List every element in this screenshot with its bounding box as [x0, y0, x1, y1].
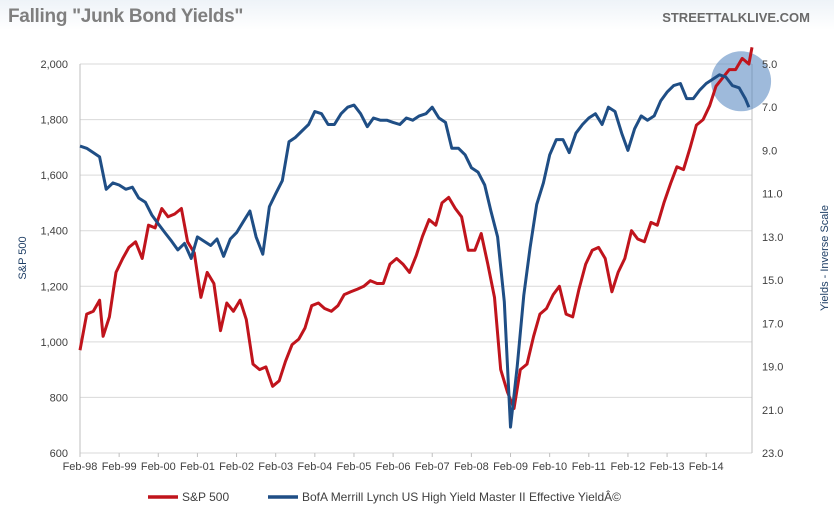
- highlight-circle: [711, 51, 772, 112]
- x-tick-label: Feb-11: [572, 461, 606, 473]
- x-tick-label: Feb-00: [141, 461, 176, 473]
- right-tick-label: 21.0: [762, 405, 783, 417]
- x-tick-label: Feb-07: [415, 461, 450, 473]
- x-tick-label: Feb-04: [297, 461, 332, 473]
- left-tick-label: 800: [50, 392, 68, 404]
- left-tick-label: 2,000: [40, 59, 68, 71]
- legend: S&P 500 BofA Merrill Lynch US High Yield…: [148, 489, 621, 504]
- right-axis-ticks: 5.0 7.0 9.0 11.0 13.0 15.0 17.0 19.0 21.0 23.0: [762, 59, 783, 460]
- right-tick-label: 7.0: [762, 102, 777, 114]
- right-tick-label: 19.0: [762, 362, 783, 374]
- right-tick-label: 13.0: [762, 232, 783, 244]
- left-tick-label: 1,000: [40, 337, 68, 349]
- x-tick-label: Feb-02: [219, 461, 254, 473]
- left-tick-label: 1,400: [40, 226, 68, 238]
- x-tick-label: Feb-03: [258, 461, 293, 473]
- x-tick-label: Feb-05: [337, 461, 372, 473]
- left-axis-label: S&P 500: [17, 236, 29, 279]
- series-line-sp500: [78, 47, 754, 410]
- x-axis-ticks: Feb-98 Feb-99 Feb-00 Feb-01 Feb-02 Feb-03 Feb-…: [63, 453, 724, 473]
- site-watermark: STREETTALKLIVE.COM: [662, 10, 810, 25]
- x-tick-label: Feb-98: [63, 461, 98, 473]
- x-tick-label: Feb-08: [454, 461, 489, 473]
- right-tick-label: 17.0: [762, 318, 783, 330]
- x-tick-label: Feb-13: [650, 461, 685, 473]
- x-tick-label: Feb-12: [611, 461, 646, 473]
- right-tick-label: 5.0: [762, 59, 777, 71]
- left-tick-label: 1,200: [40, 281, 68, 293]
- left-axis-ticks: 600 800 1,000 1,200 1,400 1,600 1,800 2,000: [40, 59, 68, 460]
- left-tick-label: 1,600: [40, 170, 68, 182]
- left-tick-label: 1,800: [40, 115, 68, 127]
- right-tick-label: 15.0: [762, 275, 783, 287]
- highlight-circle-group: [711, 51, 772, 112]
- right-tick-label: 9.0: [762, 145, 777, 157]
- x-tick-label: Feb-99: [102, 461, 137, 473]
- right-axis-label: Yields - Inverse Scale: [819, 205, 831, 311]
- x-tick-label: Feb-06: [376, 461, 411, 473]
- x-tick-label: Feb-09: [493, 461, 528, 473]
- legend-label-sp500: S&P 500: [182, 490, 229, 504]
- legend-label-hy: BofA Merrill Lynch US High Yield Master …: [302, 489, 621, 504]
- left-tick-label: 600: [50, 448, 68, 460]
- x-tick-label: Feb-10: [532, 461, 567, 473]
- x-tick-label: Feb-01: [180, 461, 215, 473]
- right-tick-label: 11.0: [762, 189, 783, 201]
- chart-title: Falling "Junk Bond Yields": [8, 6, 244, 27]
- x-tick-label: Feb-14: [689, 461, 724, 473]
- right-tick-label: 23.0: [762, 448, 783, 460]
- series-group: [78, 47, 754, 429]
- series-line-high-yield: [79, 73, 751, 429]
